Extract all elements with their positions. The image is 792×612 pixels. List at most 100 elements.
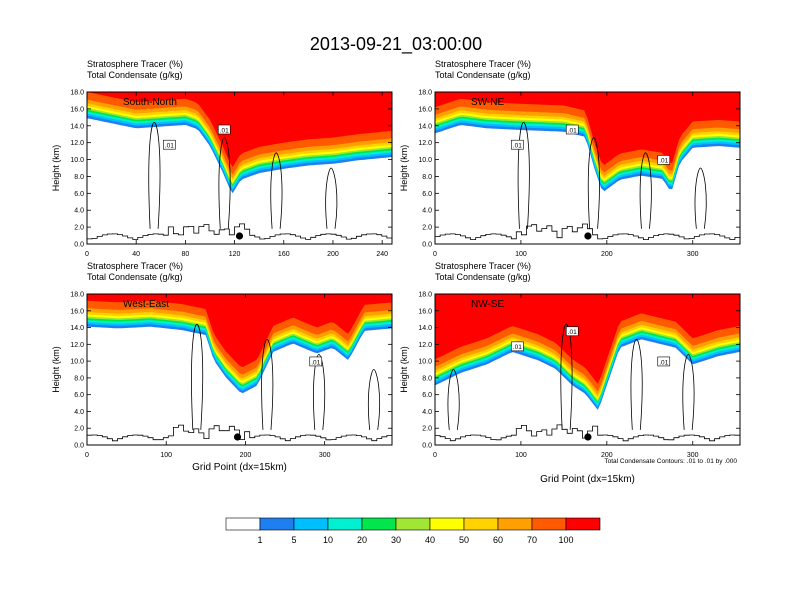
panel-name: South-North — [123, 97, 177, 108]
y-tick-label: 10.0 — [418, 157, 432, 164]
y-tick-label: 8.0 — [422, 375, 432, 382]
contour-label-box — [511, 341, 524, 352]
condensate-contour — [367, 369, 380, 430]
y-tick-label: 6.0 — [74, 392, 84, 399]
y-tick-label: 14.0 — [418, 325, 432, 332]
condensate-contour — [191, 323, 204, 430]
y-tick-label: 12.0 — [70, 342, 84, 349]
tracer-band-9 — [435, 92, 740, 165]
plot-area: .01 .01 — [87, 92, 392, 244]
y-tick-label: 14.0 — [70, 123, 84, 130]
condensate-contour — [639, 152, 652, 229]
x-tick-label: 0 — [85, 452, 89, 459]
condensate-contour — [517, 121, 530, 229]
y-tick-label: 18.0 — [70, 90, 84, 97]
colorbar-label: 70 — [527, 535, 537, 545]
condensate-contour — [694, 167, 707, 229]
y-tick-label: 6.0 — [422, 392, 432, 399]
y-tick-label: 4.0 — [422, 409, 432, 416]
y-tick-label: 10.0 — [70, 359, 84, 366]
y-tick-label: 6.0 — [74, 191, 84, 198]
panel-name: NW-SE — [471, 299, 504, 310]
condensate-contour — [261, 338, 274, 430]
y-tick-label: 18.0 — [418, 90, 432, 97]
y-tick-label: 16.0 — [70, 308, 84, 315]
y-tick-label: 10.0 — [418, 359, 432, 366]
panel-name: SW-NE — [471, 97, 504, 108]
y-tick-label: 12.0 — [418, 342, 432, 349]
colorbar-label: 20 — [357, 535, 367, 545]
x-tick-label: 300 — [687, 452, 699, 459]
x-tick-label: 200 — [240, 452, 252, 459]
y-tick-label: 12.0 — [418, 140, 432, 147]
contour-label-box — [309, 356, 323, 367]
x-tick-label: 0 — [433, 452, 437, 459]
y-tick-label: 16.0 — [418, 106, 432, 113]
y-axis-label: Height (km) — [51, 145, 61, 192]
y-tick-label: 4.0 — [74, 208, 84, 215]
header-line1: Stratosphere Tracer (%) — [87, 261, 183, 271]
condensate-contour — [682, 353, 695, 430]
y-tick-label: 16.0 — [418, 308, 432, 315]
contour-label: .01 — [220, 127, 229, 134]
y-tick-label: 4.0 — [74, 409, 84, 416]
topography-line — [87, 424, 392, 442]
y-tick-label: 2.0 — [422, 225, 432, 232]
header-line2: Total Condensate (g/kg) — [87, 70, 183, 80]
topography-line — [87, 223, 392, 241]
condensate-contour — [313, 353, 326, 430]
contour-label-box — [217, 124, 231, 135]
contour-label: .01 — [568, 127, 577, 134]
contour-label: .01 — [165, 143, 174, 150]
y-tick-label: 0.0 — [74, 443, 84, 450]
x-tick-label: 200 — [601, 452, 613, 459]
condensate-contour — [630, 338, 643, 430]
condensate-contour — [587, 137, 600, 229]
panel-west-east: .01 West-East Stratosphere Tracer (%)Total… — [51, 261, 393, 473]
condensate-contour — [447, 369, 460, 430]
x-tick-label: 240 — [376, 251, 388, 258]
colorbar-label: 60 — [493, 535, 503, 545]
colorbar-swatch — [259, 517, 295, 531]
condensate-contour — [325, 167, 338, 229]
x-tick-label: 160 — [278, 251, 290, 258]
y-tick-label: 4.0 — [422, 208, 432, 215]
colorbar-label: 40 — [425, 535, 435, 545]
condensate-contour — [218, 137, 231, 229]
header-line1: Stratosphere Tracer (%) — [87, 59, 183, 69]
panel-south-north: .01 .01 South-North Stratosphere Tracer (%)… — [51, 59, 393, 258]
contour-label-box — [657, 356, 671, 367]
colorbar-swatch — [429, 517, 465, 531]
x-tick-label: 100 — [515, 452, 527, 459]
y-tick-label: 8.0 — [422, 174, 432, 181]
header-line1: Stratosphere Tracer (%) — [435, 261, 531, 271]
x-tick-label: 0 — [433, 251, 437, 258]
y-tick-label: 6.0 — [422, 191, 432, 198]
figure-title: 2013-09-21_03:00:00 — [310, 34, 482, 55]
panel-sw-ne: .01 .01 .01 SW-NE Stratosphere Tracer (%)Tot… — [399, 59, 741, 258]
x-tick-label: 300 — [687, 251, 699, 258]
panels-group: .01 .01 South-North Stratosphere Tracer (%)… — [51, 59, 741, 485]
tracer-band-9 — [87, 294, 392, 368]
y-axis-label: Height (km) — [51, 346, 61, 393]
colorbar-swatch — [327, 517, 363, 531]
contour-label-box — [565, 124, 579, 135]
colorbar-swatch — [463, 517, 499, 531]
colorbar-label: 100 — [558, 535, 573, 545]
contour-label: .01 — [513, 344, 522, 351]
y-tick-label: 2.0 — [422, 426, 432, 433]
colorbar-swatch — [395, 517, 431, 531]
y-tick-label: 14.0 — [70, 325, 84, 332]
x-tick-label: 200 — [327, 251, 339, 258]
x-tick-label: 300 — [319, 452, 331, 459]
colorbar-swatch — [361, 517, 397, 531]
y-tick-label: 0.0 — [422, 242, 432, 249]
colorbar-label: 5 — [291, 535, 296, 545]
plot-area: .01 — [87, 294, 392, 445]
y-tick-label: 2.0 — [74, 426, 84, 433]
condensate-contour — [560, 323, 573, 430]
location-marker — [233, 433, 242, 441]
y-tick-label: 8.0 — [74, 174, 84, 181]
